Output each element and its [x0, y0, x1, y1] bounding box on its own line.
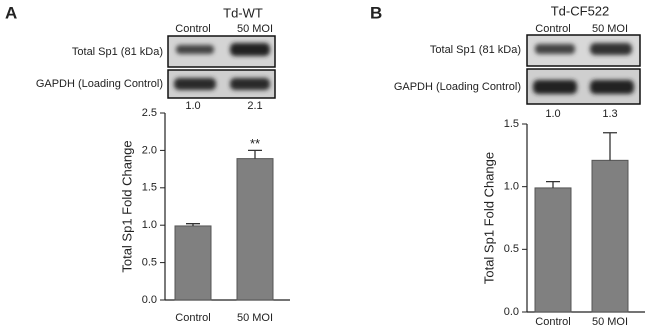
y-axis-label: Total Sp1 Fold Change — [481, 152, 496, 284]
y-axis-label: Total Sp1 Fold Change — [119, 140, 134, 272]
panel-label: A — [5, 3, 17, 22]
x-tick-label: Control — [175, 312, 210, 324]
blot-row-label: GAPDH (Loading Control) — [394, 81, 521, 93]
error-bar — [186, 223, 200, 226]
densitometry-value: 1.0 — [185, 100, 200, 112]
significance-label: ** — [250, 136, 260, 151]
y-tick-label: 0.5 — [142, 257, 157, 269]
blot-title: Td-CF522 — [551, 3, 610, 18]
blot-column-label: 50 MOI — [237, 23, 273, 35]
x-tick-label: Control — [535, 316, 570, 327]
blot-row-label: Total Sp1 (81 kDa) — [72, 46, 163, 58]
x-tick-label: 50 MOI — [592, 316, 628, 327]
blot-row-label: Total Sp1 (81 kDa) — [430, 44, 521, 56]
densitometry-value: 1.3 — [602, 108, 617, 120]
blot-column-label: Control — [175, 23, 210, 35]
error-bar — [603, 132, 617, 161]
blot-column-label: Control — [535, 23, 570, 35]
y-tick-label: 1.5 — [142, 182, 157, 194]
y-tick-label: 0.0 — [504, 306, 519, 318]
bar — [236, 158, 274, 301]
y-tick-label: 1.0 — [142, 219, 157, 231]
blot-column-label: 50 MOI — [592, 23, 628, 35]
y-tick-label: 1.5 — [504, 118, 519, 130]
y-tick-label: 2.5 — [142, 107, 157, 119]
y-tick-label: 0.5 — [504, 243, 519, 255]
y-tick-label: 1.0 — [504, 181, 519, 193]
bar — [174, 225, 212, 301]
densitometry-value: 1.0 — [545, 108, 560, 120]
densitometry-value: 2.1 — [247, 100, 262, 112]
y-tick-label: 2.0 — [142, 144, 157, 156]
bar — [534, 187, 572, 313]
blot-a — [167, 35, 276, 99]
blot-b — [526, 34, 641, 105]
panel-label: B — [370, 3, 382, 22]
y-tick-label: 0.0 — [142, 294, 157, 306]
blot-title: Td-WT — [223, 5, 263, 20]
bar — [591, 159, 629, 313]
x-tick-label: 50 MOI — [237, 312, 273, 324]
error-bar — [546, 181, 560, 188]
error-bar — [248, 149, 262, 159]
blot-row-label: GAPDH (Loading Control) — [36, 78, 163, 90]
